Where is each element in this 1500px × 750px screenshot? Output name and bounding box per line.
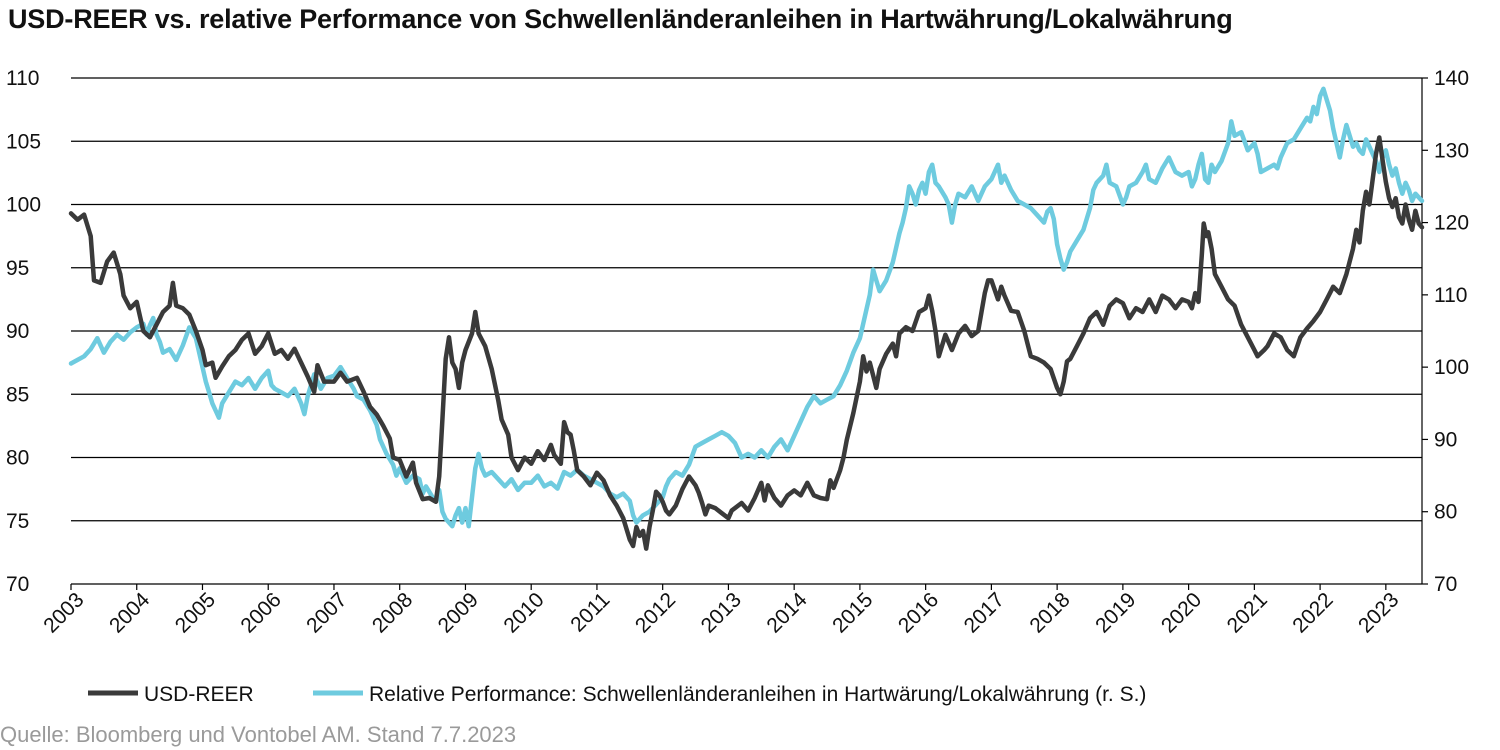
left-tick-label: 105	[6, 130, 41, 153]
series-line	[68, 86, 1425, 529]
right-tick-label: 80	[1434, 501, 1457, 524]
x-tick-label: 2020	[1157, 588, 1206, 637]
x-tick-label: 2022	[1288, 588, 1337, 637]
right-axis-ticks: 70 80 90 100 110 120 130 140	[1434, 67, 1469, 596]
legend-label: Relative Performance: Schwellenländeranl…	[369, 683, 1146, 706]
x-tick-label: 2014	[762, 588, 812, 638]
x-tick-label: 2018	[1025, 588, 1074, 637]
gridlines	[71, 77, 1428, 585]
x-tick-label: 2004	[105, 588, 155, 638]
right-tick-label: 120	[1434, 212, 1469, 235]
x-tick-label: 2006	[236, 588, 285, 637]
right-tick-label: 100	[1434, 356, 1469, 379]
x-tick-label: 2007	[302, 588, 351, 637]
left-tick-label: 110	[6, 67, 39, 90]
x-tick-label: 2013	[697, 588, 746, 637]
left-tick-label: 90	[6, 320, 29, 343]
x-tick-label: 2023	[1354, 588, 1403, 637]
right-tick-label: 110	[1434, 284, 1467, 307]
x-tick-label: 2011	[566, 588, 614, 636]
x-tick-label: 2015	[828, 588, 877, 637]
left-tick-label: 70	[6, 573, 29, 596]
left-axis-ticks: 70 75 80 85 90 95 100 105 110	[6, 67, 41, 596]
left-tick-label: 95	[6, 257, 29, 280]
x-tick-label: 2003	[39, 588, 88, 637]
left-tick-label: 80	[6, 447, 29, 470]
right-tick-label: 90	[1434, 428, 1457, 451]
series-line	[68, 135, 1425, 551]
x-tick-label: 2016	[894, 588, 943, 637]
x-axis-ticks: 2003 2004 2005 2006 2007 2008 2009 2010 2011 2012…	[39, 584, 1403, 638]
x-tick-label: 2010	[499, 588, 548, 637]
legend-label: USD-REER	[144, 683, 254, 706]
x-tick-label: 2009	[434, 588, 483, 637]
left-tick-label: 100	[6, 194, 41, 217]
right-tick-label: 130	[1434, 139, 1469, 162]
series-lines	[68, 86, 1425, 551]
left-tick-label: 75	[6, 510, 29, 533]
x-tick-label: 2008	[368, 588, 417, 637]
x-tick-label: 2017	[960, 588, 1009, 637]
x-tick-label: 2019	[1091, 588, 1140, 637]
source-note: Quelle: Bloomberg und Vontobel AM. Stand…	[0, 722, 517, 747]
legend: USD-REER Relative Performance: Schwellenl…	[88, 683, 1146, 706]
x-tick-label: 2012	[631, 588, 680, 637]
x-tick-label: 2021	[1223, 588, 1272, 637]
left-tick-label: 85	[6, 383, 29, 406]
right-tick-label: 140	[1434, 67, 1469, 90]
right-tick-label: 70	[1434, 573, 1457, 596]
x-tick-label: 2005	[171, 588, 220, 637]
chart-canvas: 70 75 80 85 90 95 100 105 110 70 80 90 100 110 120 130…	[6, 67, 1469, 706]
chart-title: USD-REER vs. relative Performance von Sc…	[8, 4, 1233, 34]
